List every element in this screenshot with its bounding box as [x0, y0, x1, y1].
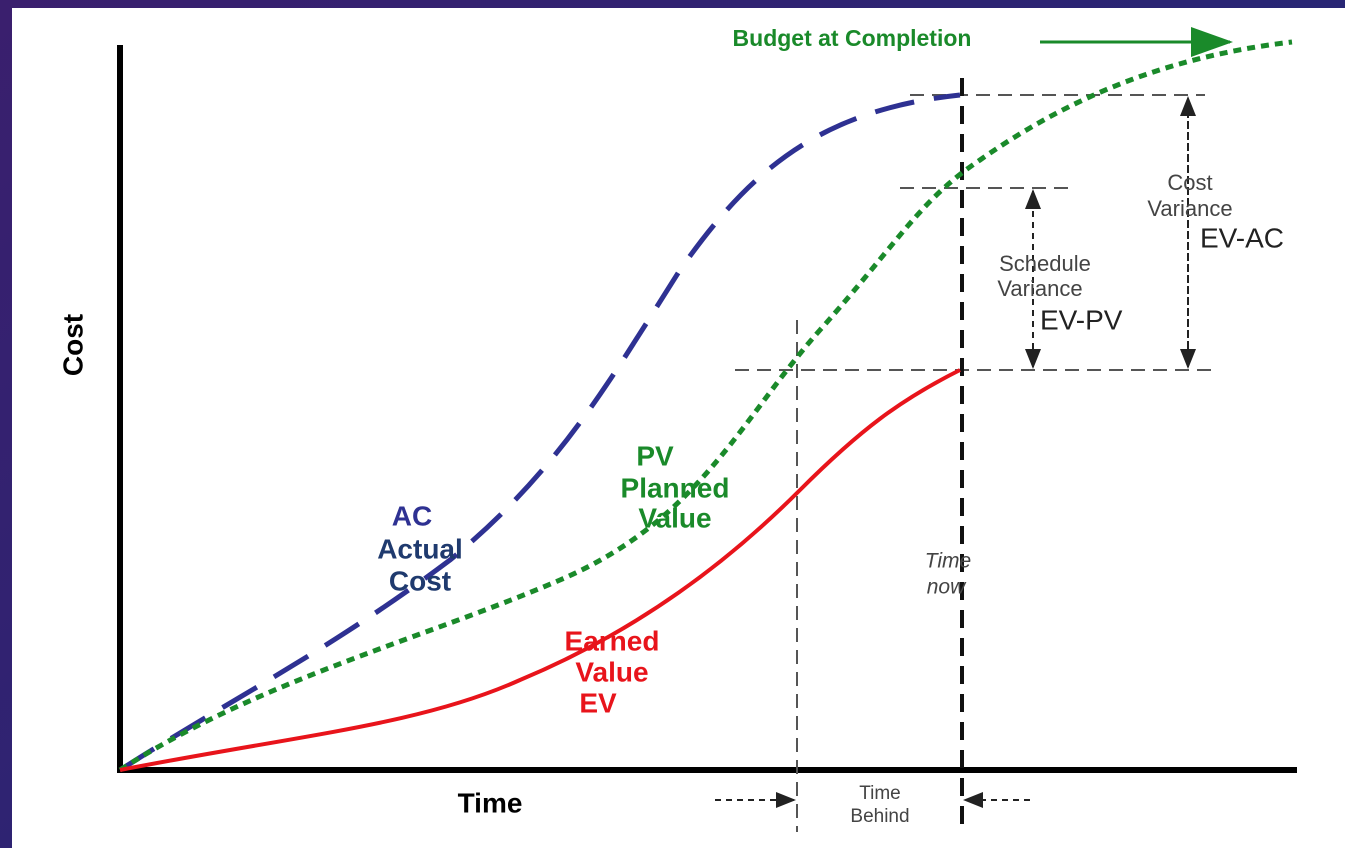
cv-formula: EV-AC	[1200, 222, 1284, 253]
ac-code: AC	[392, 500, 432, 531]
pv-curve	[118, 39, 1293, 773]
ev-code: EV	[579, 687, 617, 718]
sv-label: Variance	[997, 276, 1082, 301]
ac-curve	[118, 92, 961, 773]
sv-formula: EV-PV	[1040, 304, 1123, 335]
pv-code: PV	[636, 440, 674, 471]
ac-label: Cost	[389, 565, 451, 596]
ev-curve	[119, 368, 961, 772]
time-now-label: now	[927, 576, 967, 599]
time-behind-label: Time	[859, 783, 901, 804]
ev-label: Earned	[565, 625, 660, 656]
time-now-label: Time	[925, 550, 971, 573]
pv-label: Value	[638, 502, 711, 533]
ac-label: Actual	[377, 533, 463, 564]
time-behind-label: Behind	[850, 806, 909, 827]
ev-label: Value	[575, 656, 648, 687]
y-axis-label: Cost	[57, 314, 88, 376]
pv-label: Planned	[621, 472, 730, 503]
canvas	[12, 8, 1345, 848]
variance-arrows	[715, 96, 1196, 808]
cv-label: Cost	[1167, 170, 1212, 195]
sv-label: Schedule	[999, 251, 1091, 276]
title: Budget at Completion	[733, 25, 972, 51]
cv-label: Variance	[1147, 196, 1232, 221]
x-axis-label: Time	[458, 787, 523, 818]
